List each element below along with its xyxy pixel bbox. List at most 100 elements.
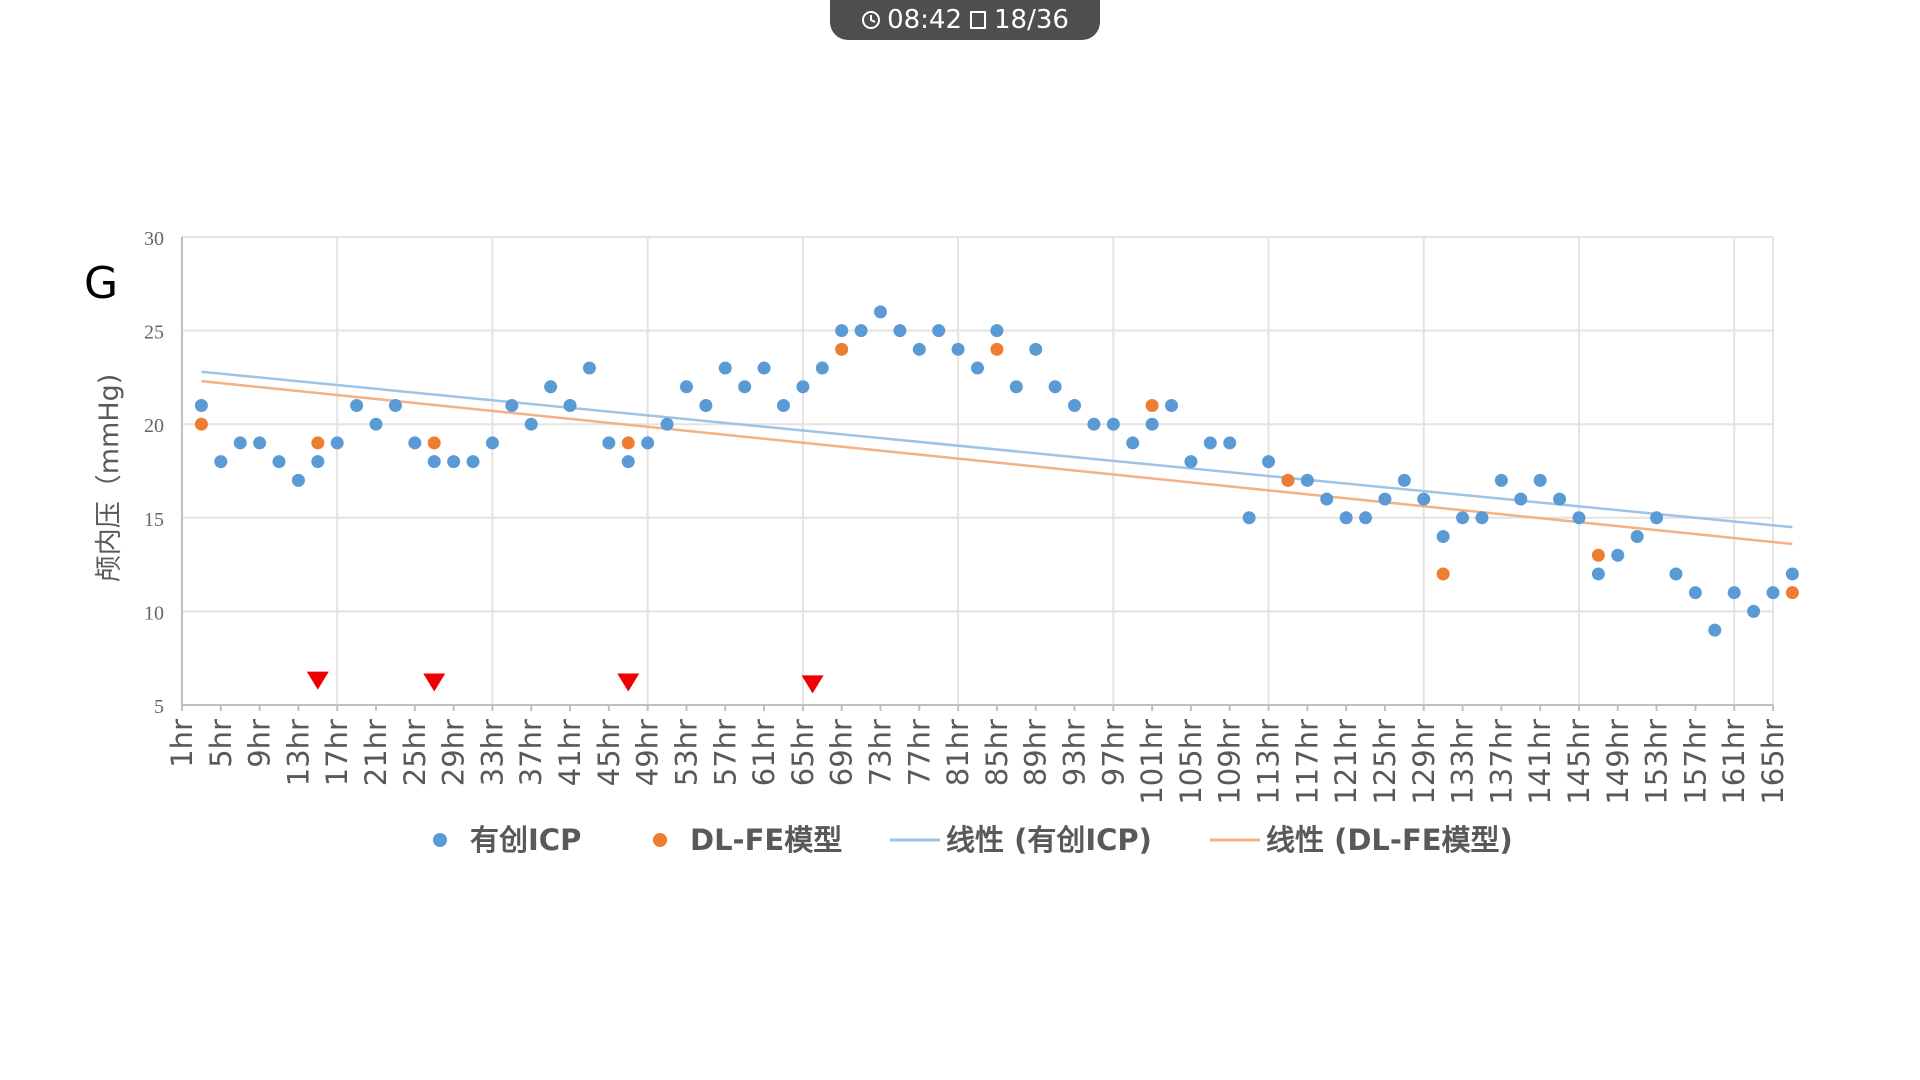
icp-point xyxy=(214,455,228,469)
y-tick-label: 20 xyxy=(144,415,164,437)
x-tick-label: 73hr xyxy=(863,719,897,786)
event-markers xyxy=(306,671,824,694)
trendline-icp xyxy=(201,370,1793,529)
icp-point xyxy=(1417,492,1431,506)
icp-point xyxy=(1106,417,1120,431)
icp-point xyxy=(1339,511,1353,525)
y-tick-label: 5 xyxy=(154,696,164,718)
x-tick-label: 57hr xyxy=(708,719,742,786)
icp-point xyxy=(1068,398,1082,412)
icp-point xyxy=(1611,548,1625,562)
icp-point xyxy=(1456,511,1470,525)
x-tick-label: 133hr xyxy=(1446,719,1480,805)
icp-point xyxy=(679,380,693,394)
dl-fe-point xyxy=(311,436,325,450)
x-tick-label: 165hr xyxy=(1756,719,1790,805)
legend-label: DL-FE模型 xyxy=(690,823,842,857)
icp-point xyxy=(1591,567,1605,581)
x-tick-label: 9hr xyxy=(243,719,277,768)
icp-point xyxy=(1475,511,1489,525)
icp-point xyxy=(272,455,286,469)
icp-point xyxy=(505,398,519,412)
icp-point xyxy=(854,324,868,338)
x-tick-label: 113hr xyxy=(1252,719,1286,805)
icp-point xyxy=(1165,398,1179,412)
x-tick-label: 53hr xyxy=(669,719,703,786)
icp-point xyxy=(1145,417,1159,431)
page-icon xyxy=(970,11,986,29)
icp-point xyxy=(1184,455,1198,469)
x-tick-label: 125hr xyxy=(1368,719,1402,805)
icp-point xyxy=(544,380,558,394)
event-marker-triangle xyxy=(801,675,824,694)
icp-point xyxy=(1359,511,1373,525)
x-tick-label: 141hr xyxy=(1523,719,1557,805)
icp-point xyxy=(1436,530,1450,544)
dl-fe-point xyxy=(1436,567,1450,581)
icp-point xyxy=(253,436,267,450)
icp-point xyxy=(1533,473,1547,487)
legend-label: 有创ICP xyxy=(470,823,581,857)
icp-point xyxy=(1009,380,1023,394)
y-tick-label: 30 xyxy=(144,228,164,250)
x-tick-label: 157hr xyxy=(1678,719,1712,805)
icp-point xyxy=(602,436,616,450)
trendlines xyxy=(201,370,1793,546)
icp-point xyxy=(1669,567,1683,581)
dl-fe-point xyxy=(1591,548,1605,562)
x-tick-label: 61hr xyxy=(747,719,781,786)
x-tick-label: 145hr xyxy=(1562,719,1596,805)
icp-point xyxy=(427,455,441,469)
dl-fe-point xyxy=(835,342,849,356)
x-tick-label: 97hr xyxy=(1096,719,1130,786)
event-marker-triangle xyxy=(617,673,640,692)
icp-point xyxy=(932,324,946,338)
icp-point xyxy=(408,436,422,450)
icp-point xyxy=(796,380,810,394)
icp-point xyxy=(388,398,402,412)
x-tick-label: 153hr xyxy=(1640,719,1674,805)
dl-fe-point xyxy=(194,417,208,431)
icp-point xyxy=(990,324,1004,338)
x-tick-label: 25hr xyxy=(398,719,432,786)
top-status-bar: 08:42 18/36 xyxy=(830,0,1100,40)
chart-grid xyxy=(181,236,1774,706)
recording-time: 08:42 xyxy=(887,5,962,35)
x-tick-label: 13hr xyxy=(281,719,315,786)
dl-fe-point xyxy=(1145,398,1159,412)
icp-point xyxy=(369,417,383,431)
icp-point xyxy=(776,398,790,412)
dl-fe-point xyxy=(990,342,1004,356)
y-tick-label: 10 xyxy=(144,602,164,624)
x-tick-label: 109hr xyxy=(1213,719,1247,805)
x-tick-label: 105hr xyxy=(1174,719,1208,805)
dl-fe-point xyxy=(427,436,441,450)
icp-point xyxy=(1242,511,1256,525)
icp-point xyxy=(1688,586,1702,600)
icp-point xyxy=(1708,623,1722,637)
icp-point xyxy=(621,455,635,469)
icp-point xyxy=(233,436,247,450)
icp-point xyxy=(311,455,325,469)
data-points xyxy=(194,305,1799,637)
legend-swatch-dot xyxy=(653,833,667,847)
x-tick-label: 93hr xyxy=(1058,719,1092,786)
icp-point xyxy=(1320,492,1334,506)
icp-point xyxy=(718,361,732,375)
icp-point xyxy=(1630,530,1644,544)
icp-point xyxy=(1727,586,1741,600)
icp-point xyxy=(194,398,208,412)
icp-point xyxy=(1029,342,1043,356)
x-tick-label: 49hr xyxy=(631,719,665,786)
icp-point xyxy=(641,436,655,450)
legend-label: 线性 (DL-FE模型) xyxy=(1266,823,1513,857)
clock-icon xyxy=(862,11,881,29)
x-tick-label: 41hr xyxy=(553,719,587,786)
x-tick-label: 81hr xyxy=(941,719,975,786)
x-tick-label: 29hr xyxy=(437,719,471,786)
x-tick-label: 21hr xyxy=(359,719,393,786)
x-tick-label: 37hr xyxy=(514,719,548,786)
icp-point xyxy=(971,361,984,375)
chart-axes: 5 10 15 20 25 30 1hr 5hr 9hr 13hr 17hr 21hr 25hr 29hr… xyxy=(144,228,1790,805)
x-tick-label: 137hr xyxy=(1484,719,1518,805)
